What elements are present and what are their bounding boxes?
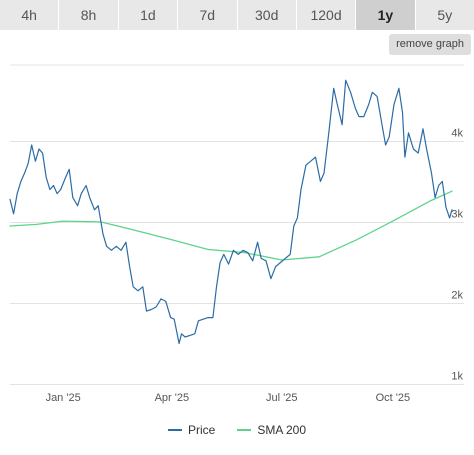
legend-price-label: Price <box>187 423 216 437</box>
sma-legend-swatch <box>237 429 252 431</box>
y-tick-label-4k: 4k <box>451 128 463 140</box>
chart-gridlines <box>10 64 464 385</box>
time-range-tabs: 4h 8h 1d 7d 30d 120d 1y 5y <box>0 0 474 30</box>
price-line <box>9 79 453 345</box>
x-tick-label-0: Jan '25 <box>46 392 81 404</box>
legend-item-price[interactable]: Price <box>167 423 216 437</box>
legend-sma-label: SMA 200 <box>257 423 307 437</box>
price-legend-swatch <box>167 429 182 431</box>
x-axis-labels: Jan '25 Apr '25 Jul '25 Oct '25 <box>46 392 411 404</box>
range-tab-5y[interactable]: 5y <box>415 0 474 30</box>
range-tab-4h[interactable]: 4h <box>0 0 59 30</box>
x-tick-label-3: Oct '25 <box>376 392 411 404</box>
y-axis-labels: 1k 2k 3k 4k <box>451 128 463 383</box>
price-series <box>9 79 453 345</box>
range-tab-30d[interactable]: 30d <box>237 0 296 30</box>
price-chart: 1k 2k 3k 4k Jan '25 Apr '25 Jul '25 Oct '25 <box>9 64 464 404</box>
y-tick-label-3k: 3k <box>451 209 463 221</box>
x-tick-label-1: Apr '25 <box>155 392 190 404</box>
sma-200-series <box>9 190 453 261</box>
remove-graph-button[interactable]: remove graph <box>389 34 471 55</box>
legend-item-sma[interactable]: SMA 200 <box>237 423 306 437</box>
range-tab-1d[interactable]: 1d <box>118 0 178 30</box>
range-tab-8h[interactable]: 8h <box>59 0 118 30</box>
range-tab-1y[interactable]: 1y <box>356 0 415 30</box>
sma-200-line <box>9 190 453 261</box>
range-tab-7d[interactable]: 7d <box>178 0 237 30</box>
y-tick-label-2k: 2k <box>451 290 463 302</box>
y-tick-label-1k: 1k <box>451 371 463 383</box>
chart-legend: Price SMA 200 <box>0 420 474 440</box>
range-tab-120d[interactable]: 120d <box>296 0 356 30</box>
x-tick-label-2: Jul '25 <box>266 392 297 404</box>
